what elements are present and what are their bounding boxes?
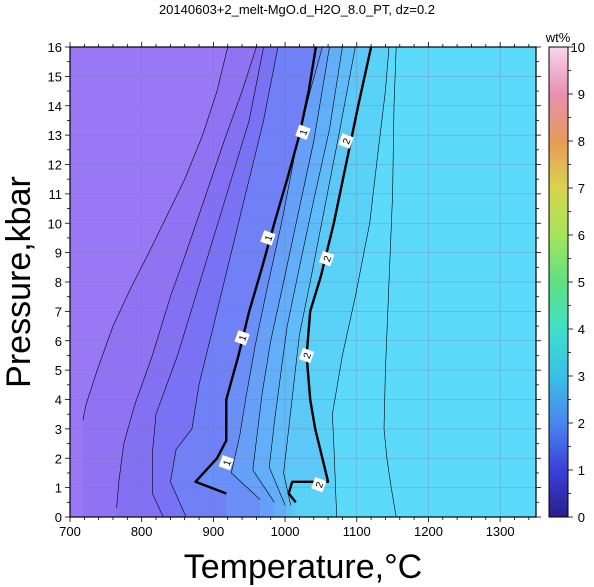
- colorbar-tick-label-0: 0: [578, 510, 585, 525]
- x-tick-label-800: 800: [131, 524, 153, 539]
- colorbar-tick-label-8: 8: [578, 134, 585, 149]
- contour-1.8: [283, 47, 356, 506]
- y-tick-label-12: 12: [48, 158, 62, 173]
- x-axis-label: Temperature,°C: [184, 548, 422, 586]
- contour-label-box: [298, 347, 315, 364]
- x-tick-label-1100: 1100: [343, 524, 371, 539]
- contour-0.4: [116, 47, 257, 509]
- contour-label-text: 1: [222, 458, 234, 467]
- contour-label-2-3: 2: [338, 133, 354, 149]
- contour-label-2-0: 2: [311, 477, 327, 493]
- y-tick-label-2: 2: [55, 451, 62, 466]
- y-tick-label-3: 3: [55, 422, 62, 437]
- x-tick-labels: 700 800 900 1000 1100 1200 1300: [59, 524, 514, 539]
- contour-label-2-2: 2: [319, 250, 335, 267]
- y-tick-label-5: 5: [55, 363, 62, 378]
- contour-label-2-1: 2: [298, 347, 315, 364]
- y-tick-label-11: 11: [49, 187, 63, 202]
- y-axis-label: Pressure,kbar: [0, 176, 38, 388]
- colorbar-tick-label-4: 4: [578, 322, 585, 337]
- colorbar-tick-label-2: 2: [578, 416, 585, 431]
- contour-0.2: [82, 47, 228, 421]
- colorbar-tick-label-3: 3: [578, 369, 585, 384]
- contour-label-box: [311, 477, 327, 493]
- contour-label-text: 1: [237, 333, 249, 342]
- x-tick-label-700: 700: [59, 524, 81, 539]
- colorbar-ramp: [548, 46, 569, 518]
- colorbar-tick-label-7: 7: [578, 181, 585, 196]
- y-tick-label-0: 0: [55, 510, 62, 525]
- colorbar-label: wt%: [545, 30, 571, 45]
- x-tick-label-1300: 1300: [486, 524, 515, 539]
- contour-label-box: [234, 330, 250, 346]
- contour-label-box: [295, 124, 311, 140]
- contour-label-text: 1: [298, 128, 310, 137]
- grid-lines: [70, 47, 536, 517]
- colorbar-tick-label-6: 6: [578, 228, 585, 243]
- y-tick-label-8: 8: [55, 275, 62, 290]
- colorbar-tick-label-5: 5: [578, 275, 585, 290]
- contour-2.2: [332, 47, 390, 517]
- contour-2: [287, 47, 373, 504]
- contour-label-box: [260, 230, 276, 246]
- x-tick-label-900: 900: [203, 524, 225, 539]
- contour-label-text: 2: [314, 480, 326, 489]
- chart-title: 20140603+2_melt-MgO.d_H2O_8.0_PT, dz=0.2: [159, 2, 435, 17]
- y-tick-label-13: 13: [48, 128, 62, 143]
- contour-label-text: 1: [263, 234, 275, 243]
- contour-0.6: [152, 47, 264, 517]
- contour-1.4: [252, 47, 330, 503]
- y-tick-label-6: 6: [55, 334, 62, 349]
- contour-0.8: [170, 47, 279, 517]
- contour-label-text: 2: [341, 137, 353, 146]
- contour-labels: 1 1 1 1 2 2 2 2: [218, 124, 354, 493]
- y-tick-label-1: 1: [55, 481, 62, 496]
- colorbar-tick-label-1: 1: [578, 463, 585, 478]
- x-tick-label-1000: 1000: [271, 524, 300, 539]
- y-tick-label-10: 10: [48, 216, 62, 231]
- x-tick-label-1200: 1200: [414, 524, 443, 539]
- axis-ticks: [65, 42, 541, 522]
- colorbar-tick-label-10: 10: [571, 40, 585, 55]
- y-tick-label-14: 14: [48, 99, 62, 114]
- contour-1.6: [269, 47, 343, 506]
- contour-1.2: [231, 47, 323, 500]
- contour-label-box: [319, 250, 335, 267]
- y-tick-label-9: 9: [55, 246, 62, 261]
- contour-label-1-0: 1: [218, 455, 234, 471]
- y-tick-label-4: 4: [55, 393, 62, 408]
- colorbar-ticks: 0 1 2 3 4 5 6 7 8 9 10: [568, 40, 585, 525]
- y-tick-label-16: 16: [48, 40, 62, 55]
- contour-label-1-1: 1: [234, 330, 250, 346]
- y-tick-label-7: 7: [55, 304, 62, 319]
- y-tick-label-15: 15: [48, 69, 62, 84]
- contour-label-text: 2: [302, 351, 314, 360]
- plot-area: 1 1 1 1 2 2 2 2: [70, 47, 536, 517]
- contour-2.4: [383, 47, 397, 517]
- contour-label-text: 2: [322, 254, 334, 263]
- contour-label-box: [218, 455, 234, 471]
- contour-label-1-3: 1: [295, 124, 311, 140]
- colorbar-tick-label-9: 9: [578, 87, 585, 102]
- colorbar: 0 1 2 3 4 5 6 7 8 9 10 wt%: [545, 30, 585, 525]
- contour-label-1-2: 1: [260, 230, 276, 246]
- contour-label-box: [338, 133, 354, 149]
